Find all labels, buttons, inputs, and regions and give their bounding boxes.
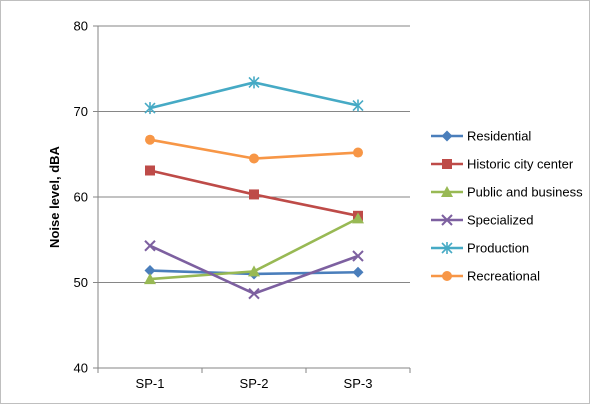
y-tick-label: 70 bbox=[74, 104, 88, 119]
legend-item-historic-city-center: Historic city center bbox=[431, 157, 574, 172]
y-tick-label: 40 bbox=[74, 361, 88, 376]
x-tick-label: SP-2 bbox=[240, 376, 269, 391]
data-point-recreational bbox=[353, 147, 363, 158]
legend-item-public-and-business: Public and business bbox=[431, 185, 583, 200]
data-point-historic-city-center bbox=[249, 189, 259, 200]
data-point-specialized bbox=[352, 250, 364, 262]
data-point-public-and-business bbox=[144, 273, 156, 285]
legend-item-residential: Residential bbox=[431, 129, 531, 144]
x-tick-labels: SP-1 SP-2 SP-3 bbox=[97, 368, 411, 391]
y-tick-labels: 40 50 60 70 80 bbox=[74, 19, 98, 376]
data-point-production bbox=[144, 102, 156, 115]
data-point-production bbox=[352, 99, 364, 112]
legend-item-specialized: Specialized bbox=[431, 213, 534, 228]
data-point-public-and-business bbox=[248, 265, 260, 277]
data-point-residential bbox=[352, 266, 364, 278]
legend-item-recreational: Recreational bbox=[431, 269, 540, 284]
data-point-historic-city-center bbox=[145, 165, 155, 176]
data-point-production bbox=[248, 76, 260, 89]
legend-label: Specialized bbox=[467, 213, 534, 228]
legend-marker bbox=[441, 130, 453, 142]
data-point-public-and-business bbox=[352, 212, 364, 224]
data-point-specialized bbox=[248, 287, 260, 300]
data-point-residential bbox=[144, 265, 156, 277]
x-tick-label: SP-1 bbox=[136, 376, 165, 391]
legend-label: Public and business bbox=[467, 185, 583, 200]
legend-item-production: Production bbox=[431, 241, 529, 256]
y-tick-label: 60 bbox=[74, 190, 88, 205]
legend-marker bbox=[441, 214, 453, 226]
legend-marker bbox=[442, 159, 452, 169]
x-tick-label: SP-3 bbox=[344, 376, 373, 391]
series-group bbox=[144, 76, 364, 300]
legend-marker bbox=[441, 242, 453, 254]
legend-marker bbox=[441, 186, 453, 197]
legend-label: Historic city center bbox=[467, 157, 574, 172]
data-point-recreational bbox=[145, 134, 155, 145]
data-point-specialized bbox=[144, 240, 156, 252]
legend-label: Residential bbox=[467, 129, 531, 144]
legend-label: Recreational bbox=[467, 269, 540, 284]
y-tick-label: 80 bbox=[74, 19, 88, 34]
legend-label: Production bbox=[467, 241, 529, 256]
legend: Residential Historic city center Public an… bbox=[431, 129, 583, 284]
legend-marker bbox=[442, 271, 452, 281]
y-axis-label: Noise level, dBA bbox=[47, 145, 62, 247]
y-tick-label: 50 bbox=[74, 275, 88, 290]
data-point-recreational bbox=[249, 153, 259, 164]
